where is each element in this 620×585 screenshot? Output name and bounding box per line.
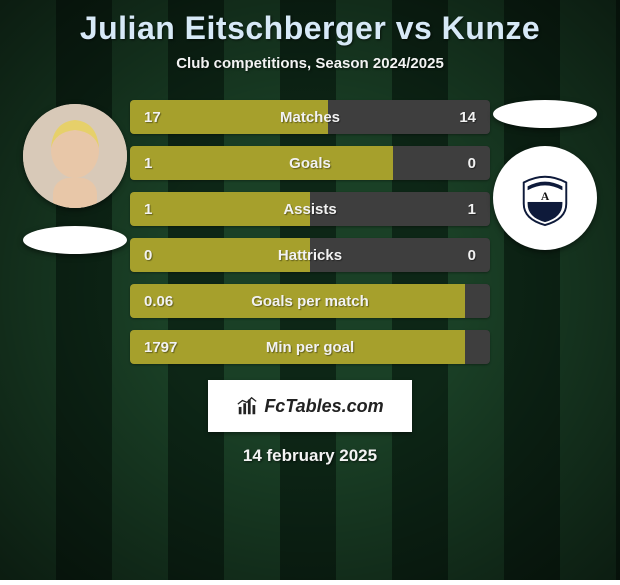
page-title: Julian Eitschberger vs Kunze xyxy=(80,10,540,47)
brand-box: FcTables.com xyxy=(208,380,412,432)
stat-row: 10Goals xyxy=(130,146,490,180)
stat-label: Assists xyxy=(130,192,490,226)
right-club-crest-svg: A xyxy=(516,169,574,227)
subtitle: Club competitions, Season 2024/2025 xyxy=(176,55,444,72)
right-player-column: A xyxy=(490,100,600,250)
right-player-ellipse xyxy=(493,100,597,128)
svg-text:A: A xyxy=(541,190,550,203)
left-player-column xyxy=(20,100,130,254)
left-player-avatar-svg xyxy=(23,104,127,208)
brand-text: FcTables.com xyxy=(264,396,383,417)
brand-chart-icon xyxy=(236,395,258,417)
stat-row: 11Assists xyxy=(130,192,490,226)
stat-row: 1714Matches xyxy=(130,100,490,134)
stat-row: 1797Min per goal xyxy=(130,330,490,364)
stat-label: Hattricks xyxy=(130,238,490,272)
stat-label: Goals xyxy=(130,146,490,180)
right-club-crest: A xyxy=(493,146,597,250)
comparison-region: 1714Matches 10Goals 11Assists 00Hattricks 0.… xyxy=(0,100,620,364)
left-club-ellipse xyxy=(23,226,127,254)
date-text: 14 february 2025 xyxy=(243,446,377,466)
stat-label: Min per goal xyxy=(130,330,490,364)
stat-label: Goals per match xyxy=(130,284,490,318)
stat-bars: 1714Matches 10Goals 11Assists 00Hattricks 0.… xyxy=(130,100,490,364)
stat-label: Matches xyxy=(130,100,490,134)
stat-row: 00Hattricks xyxy=(130,238,490,272)
left-player-avatar xyxy=(23,104,127,208)
stat-row: 0.06Goals per match xyxy=(130,284,490,318)
